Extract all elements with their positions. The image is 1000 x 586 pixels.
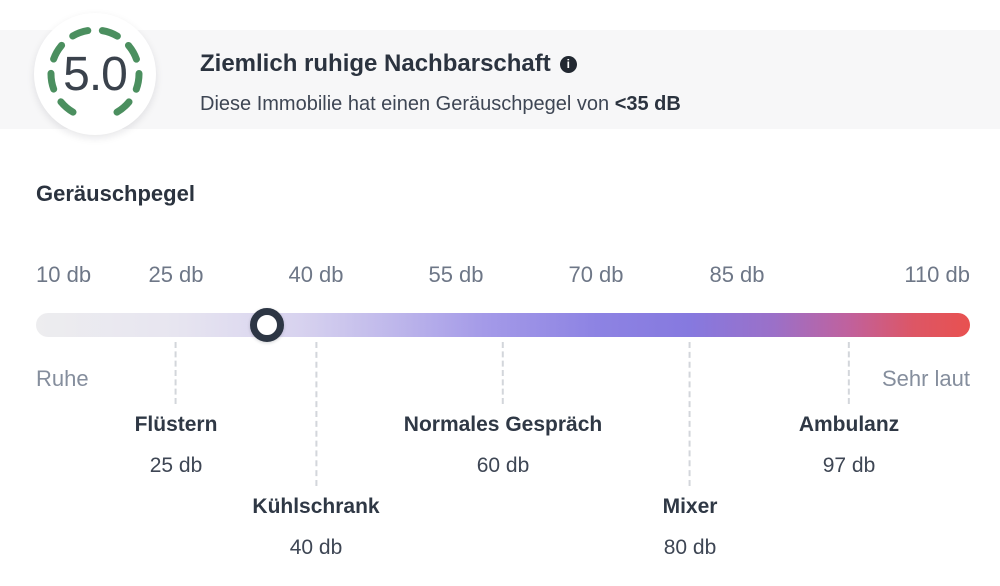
noise-slider-handle[interactable] [250,308,284,342]
marker-fluestern: Flüstern 25 db [134,342,218,478]
subtitle: Diese Immobilie hat einen Geräuschpegel … [200,93,681,116]
scale-tick-10db: 10 db [36,262,92,287]
page-title: Ziemlich ruhige Nachbarschaft [200,50,551,77]
marker-ambulanz: Ambulanz 97 db [799,342,899,478]
scale-tick-25db: 25 db [148,262,204,287]
marker-value: 25 db [149,454,203,477]
scale-tick-70db: 70 db [568,262,624,287]
marker-kuehlschrank: Kühlschrank 40 db [252,342,380,560]
score-gauge-arc-icon [47,26,143,116]
marker-dashed-line [175,342,177,404]
scale-tick-40db: 40 db [288,262,344,287]
subtitle-db-value: <35 dB [614,93,681,115]
scale-tick-110db: 110 db [904,262,970,287]
score-badge: 5.0 [34,13,156,135]
marker-value: 40 db [289,536,343,559]
marker-value: 97 db [822,454,876,477]
marker-name: Mixer [662,495,718,518]
marker-name: Normales Gespräch [403,413,603,436]
marker-name: Flüstern [134,413,218,436]
marker-normales-gespraech: Normales Gespräch 60 db [404,342,602,478]
noise-gradient-track [36,313,970,337]
marker-mixer: Mixer 80 db [662,342,718,560]
section-heading: Geräuschpegel [36,181,195,206]
marker-dashed-line [688,342,691,486]
marker-dashed-line [502,342,504,404]
subtitle-prefix: Diese Immobilie hat einen Geräuschpegel … [200,93,615,115]
score-value: 5.0 [63,47,128,101]
marker-dashed-line [314,342,317,486]
marker-name: Ambulanz [798,413,900,436]
caption-quiet: Ruhe [36,366,89,391]
caption-loud: Sehr laut [881,366,970,391]
marker-name: Kühlschrank [252,495,380,518]
scale-tick-85db: 85 db [709,262,765,287]
marker-value: 60 db [476,454,530,477]
scale-tick-55db: 55 db [428,262,484,287]
marker-value: 80 db [663,536,717,559]
info-icon[interactable]: i [559,55,577,73]
marker-dashed-line [848,342,850,404]
header-text: Ziemlich ruhige Nachbarschaft i Diese Im… [200,50,681,116]
header-band [0,30,1000,129]
